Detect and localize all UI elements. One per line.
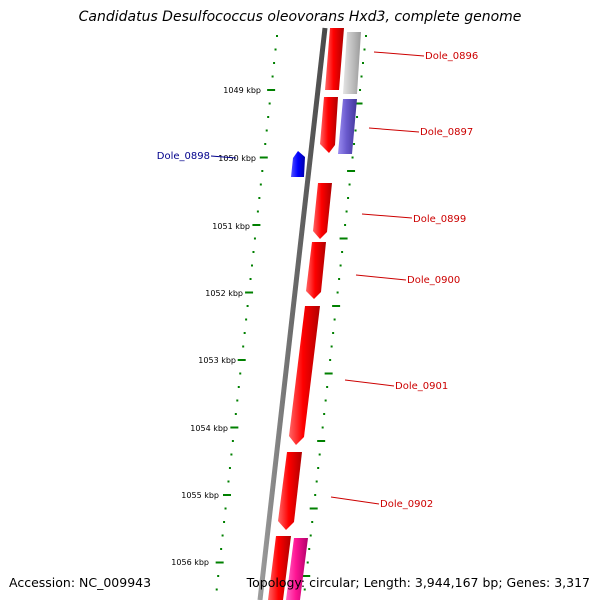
tick-rings — [215, 35, 367, 591]
gene-label-dole-0898[interactable]: Dole_0898 — [157, 151, 210, 162]
genome-backbone — [257, 27, 328, 601]
tick-label: 1054 kbp — [190, 424, 228, 433]
gene-feature-dole-0901[interactable] — [289, 306, 320, 445]
gene-label-leaders — [210, 51, 425, 505]
tick-label: 1051 kbp — [212, 222, 250, 231]
gene-label-dole-0896[interactable]: Dole_0896 — [425, 51, 478, 62]
gene-label-dole-0902[interactable]: Dole_0902 — [380, 499, 433, 510]
gene-label-dole-0899[interactable]: Dole_0899 — [413, 214, 466, 225]
gene-feature-cds-bottom[interactable] — [268, 536, 291, 600]
gene-feature-dole-0900[interactable] — [306, 242, 326, 299]
gene-feature-dole-0902[interactable] — [278, 452, 302, 530]
gene-label-dole-0900[interactable]: Dole_0900 — [407, 275, 460, 286]
gene-feature-dole-0898[interactable] — [291, 151, 305, 177]
tick-labels: 1049 kbp 1050 kbp 1051 kbp 1052 kbp 1053… — [171, 86, 261, 567]
tick-label: 1056 kbp — [171, 558, 209, 567]
gene-features — [268, 28, 361, 600]
gene-feature-cds-bottom-pink[interactable] — [286, 538, 308, 600]
gene-feature-cds-top[interactable] — [325, 28, 344, 90]
gene-feature-dole-0899[interactable] — [313, 183, 332, 239]
genome-title: Candidatus Desulfococcus oleovorans Hxd3… — [78, 9, 522, 25]
tick-label: 1052 kbp — [205, 289, 243, 298]
gene-label-dole-0897[interactable]: Dole_0897 — [420, 127, 473, 138]
accession-text: Accession: NC_009943 — [9, 575, 152, 590]
gene-label-dole-0901[interactable]: Dole_0901 — [395, 381, 448, 392]
tick-label: 1049 kbp — [223, 86, 261, 95]
tick-label: 1050 kbp — [218, 154, 256, 163]
tick-label: 1053 kbp — [198, 356, 236, 365]
gene-feature-dole-0897[interactable] — [338, 99, 357, 154]
gene-labels: Dole_0896 Dole_0897 Dole_0898 Dole_0899 … — [157, 51, 478, 510]
gene-feature-dole-0896[interactable] — [343, 32, 361, 94]
gene-feature-cds-upper[interactable] — [320, 97, 338, 153]
tick-label: 1055 kbp — [181, 491, 219, 500]
topology-text: Topology: circular; Length: 3,944,167 bp… — [246, 575, 590, 590]
